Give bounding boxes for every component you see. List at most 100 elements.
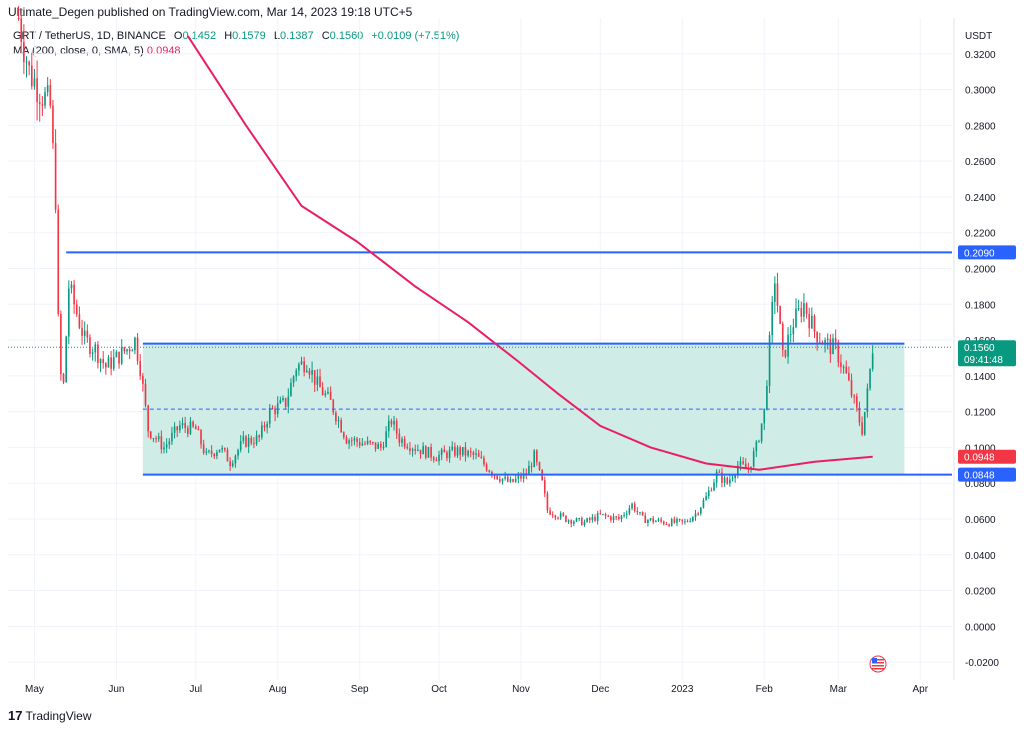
candle-body xyxy=(808,313,811,329)
flag-stripe xyxy=(872,659,884,661)
candle-body xyxy=(62,374,65,383)
legend-symbol[interactable]: GRT / TetherUS, 1D, BINANCE xyxy=(13,30,166,42)
candle-body xyxy=(583,521,586,526)
candle-body xyxy=(81,327,83,336)
y-tick-label: 0.0200 xyxy=(965,587,996,598)
candle-body xyxy=(179,425,181,431)
candle-body xyxy=(855,396,858,408)
candle-body xyxy=(340,420,342,433)
candle-body xyxy=(409,448,411,451)
legend-high-label: H xyxy=(224,30,233,42)
candle-body xyxy=(734,475,736,479)
candle-body xyxy=(44,92,46,106)
candle-body xyxy=(295,370,298,377)
candle-body xyxy=(210,450,213,454)
candle-body xyxy=(343,432,345,438)
candle-body xyxy=(723,477,726,483)
candle-body xyxy=(118,351,120,364)
candle-body xyxy=(102,359,105,364)
x-tick-label: Dec xyxy=(591,684,609,695)
legend-close: 0.1560 xyxy=(329,30,364,42)
candle-body xyxy=(417,449,419,451)
y-tick-label: 0.1800 xyxy=(965,300,996,311)
candle-body xyxy=(512,479,514,482)
candle-body xyxy=(789,334,792,336)
candle-body xyxy=(670,519,673,526)
candle-body xyxy=(834,338,837,343)
candle-body xyxy=(197,429,200,431)
candle-body xyxy=(612,516,615,521)
candle-body xyxy=(60,313,62,375)
candle-body xyxy=(842,366,845,368)
candle-body xyxy=(424,446,427,458)
candle-body xyxy=(86,330,89,338)
candle-body xyxy=(647,519,649,523)
y-axis-unit: USDT xyxy=(965,31,992,42)
candle-body xyxy=(120,347,123,364)
candle-body xyxy=(758,441,760,443)
candle-body xyxy=(871,353,874,369)
candle-body xyxy=(557,517,559,519)
candle-body xyxy=(184,423,186,428)
candle-body xyxy=(467,450,469,456)
candle-body xyxy=(832,338,834,355)
level-tag-text: 0.0848 xyxy=(964,471,995,482)
candle-body xyxy=(213,453,216,457)
candle-body xyxy=(268,407,271,424)
candle-body xyxy=(668,524,670,526)
candle-body xyxy=(665,524,668,526)
candle-body xyxy=(377,443,380,449)
candle-body xyxy=(229,461,231,467)
y-tick-label: 0.2800 xyxy=(965,121,996,132)
candle-body xyxy=(112,357,115,369)
candle-body xyxy=(83,330,86,336)
tradingview-logo: 17 TradingView xyxy=(8,708,92,723)
candle-body xyxy=(520,475,522,479)
x-axis: May Jun Jul Aug Sep Oct Nov Dec 2023 Feb Mar Apr xyxy=(25,684,929,695)
x-tick-label: 2023 xyxy=(671,684,694,695)
candle-body xyxy=(435,459,438,462)
candle-body xyxy=(565,515,567,522)
candle-body xyxy=(850,380,853,396)
candle-body xyxy=(274,408,276,415)
candle-body xyxy=(131,350,134,352)
x-tick-label: Apr xyxy=(912,684,928,695)
candle-body xyxy=(713,482,715,491)
legend-change: +0.0109 (+7.51%) xyxy=(371,30,460,42)
candle-body xyxy=(456,447,459,456)
tradingview-logo-text: TradingView xyxy=(25,709,92,723)
candle-body xyxy=(543,480,546,494)
candle-body xyxy=(588,518,591,521)
candle-body xyxy=(480,456,483,459)
last-price-tag-text: 09:41:48 xyxy=(964,355,1003,366)
candle-body xyxy=(797,307,800,309)
candle-body xyxy=(676,519,678,523)
candle-body xyxy=(67,288,70,337)
candle-body xyxy=(660,519,662,522)
candle-body xyxy=(305,370,308,373)
candle-body xyxy=(36,78,38,103)
candle-body xyxy=(126,349,128,352)
candle-body xyxy=(134,337,136,351)
candle-body xyxy=(805,303,808,314)
candle-body xyxy=(443,449,446,453)
candle-body xyxy=(615,516,617,518)
candle-body xyxy=(380,443,382,448)
candle-body xyxy=(110,357,112,369)
candle-body xyxy=(54,143,57,210)
candle-body xyxy=(205,451,208,453)
candle-body xyxy=(528,466,530,476)
candle-body xyxy=(395,420,398,434)
candle-body xyxy=(266,423,268,428)
candle-body xyxy=(792,327,795,335)
candle-body xyxy=(689,521,692,523)
candle-body xyxy=(776,283,779,306)
flag-stripe xyxy=(872,665,884,667)
candle-body xyxy=(699,507,702,514)
y-tick-label: 0.2000 xyxy=(965,264,996,275)
candle-body xyxy=(147,405,149,432)
candle-body xyxy=(430,446,432,458)
y-tick-label: 0.0800 xyxy=(965,479,996,490)
candle-body xyxy=(858,407,861,423)
